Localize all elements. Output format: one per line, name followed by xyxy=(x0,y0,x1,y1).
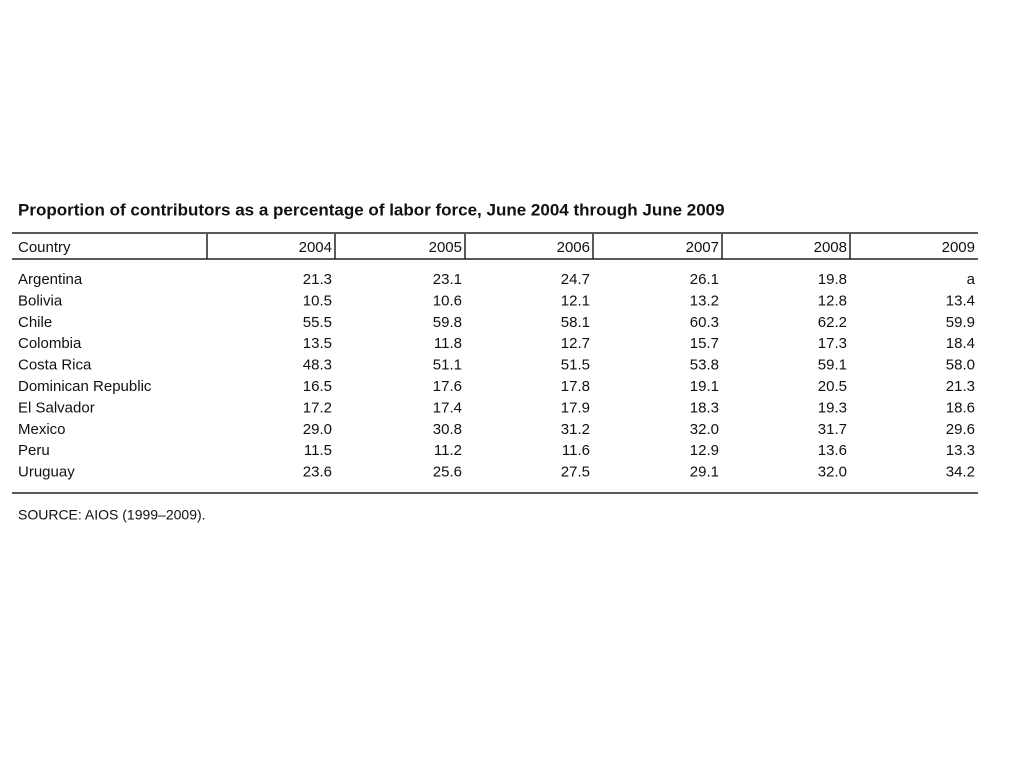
cell: 12.9 xyxy=(690,442,719,459)
cell: 16.5 xyxy=(303,378,332,395)
cell: 11.5 xyxy=(304,442,332,459)
table-title: Proportion of contributors as a percenta… xyxy=(18,200,725,219)
cell: 19.1 xyxy=(690,378,719,395)
cell: 13.2 xyxy=(690,292,719,309)
cell: 26.1 xyxy=(690,271,719,288)
cell: 21.3 xyxy=(946,378,975,395)
column-header: Country xyxy=(18,239,71,256)
row-label: Mexico xyxy=(18,421,66,438)
cell: 10.6 xyxy=(433,292,462,309)
cell: 13.4 xyxy=(946,292,975,309)
cell: 24.7 xyxy=(561,271,590,288)
cell: 17.6 xyxy=(433,378,462,395)
cell: 12.7 xyxy=(561,335,590,352)
cell: 30.8 xyxy=(433,421,462,438)
cell: 59.8 xyxy=(433,314,462,331)
row-label: Uruguay xyxy=(18,464,75,481)
cell: 17.4 xyxy=(433,399,462,416)
cell: 62.2 xyxy=(818,314,847,331)
row-label: Dominican Republic xyxy=(18,378,152,395)
column-header: 2007 xyxy=(686,239,719,256)
cell: 48.3 xyxy=(303,357,332,374)
cell: 29.1 xyxy=(690,464,719,481)
cell: 23.1 xyxy=(433,271,462,288)
cell: 12.8 xyxy=(818,292,847,309)
cell: 12.1 xyxy=(561,292,590,309)
cell: 19.3 xyxy=(818,399,847,416)
cell: 23.6 xyxy=(303,464,332,481)
cell: 53.8 xyxy=(690,357,719,374)
cell: 10.5 xyxy=(303,292,332,309)
cell: 17.8 xyxy=(561,378,590,395)
cell: 18.3 xyxy=(690,399,719,416)
cell: 58.0 xyxy=(946,357,975,374)
cell: 60.3 xyxy=(690,314,719,331)
row-label: Peru xyxy=(18,442,50,459)
column-header: 2005 xyxy=(429,239,462,256)
cell: 32.0 xyxy=(818,464,847,481)
cell: 18.4 xyxy=(946,335,975,352)
cell: 51.5 xyxy=(561,357,590,374)
cell: 27.5 xyxy=(561,464,590,481)
row-label: Chile xyxy=(18,314,52,331)
source-note: SOURCE: AIOS (1999–2009). xyxy=(18,507,206,523)
cell: 31.2 xyxy=(561,421,590,438)
row-label: Costa Rica xyxy=(18,357,92,374)
row-label: Argentina xyxy=(18,271,83,288)
row-label: El Salvador xyxy=(18,399,95,416)
cell: 17.3 xyxy=(818,335,847,352)
cell: 11.6 xyxy=(562,442,590,459)
cell: 17.9 xyxy=(561,399,590,416)
cell: a xyxy=(967,271,976,288)
cell: 59.9 xyxy=(946,314,975,331)
cell: 17.2 xyxy=(303,399,332,416)
cell: 13.5 xyxy=(303,335,332,352)
cell: 58.1 xyxy=(561,314,590,331)
row-label: Bolivia xyxy=(18,292,63,309)
cell: 29.0 xyxy=(303,421,332,438)
cell: 51.1 xyxy=(433,357,462,374)
row-label: Colombia xyxy=(18,335,82,352)
column-header: 2009 xyxy=(942,239,975,256)
cell: 13.6 xyxy=(818,442,847,459)
cell: 25.6 xyxy=(433,464,462,481)
cell: 55.5 xyxy=(303,314,332,331)
cell: 13.3 xyxy=(946,442,975,459)
cell: 19.8 xyxy=(818,271,847,288)
cell: 11.8 xyxy=(434,335,462,352)
column-header: 2006 xyxy=(557,239,590,256)
cell: 31.7 xyxy=(818,421,847,438)
cell: 15.7 xyxy=(690,335,719,352)
cell: 29.6 xyxy=(946,421,975,438)
cell: 34.2 xyxy=(946,464,975,481)
column-header: 2004 xyxy=(299,239,332,256)
cell: 11.2 xyxy=(434,442,462,459)
cell: 21.3 xyxy=(303,271,332,288)
column-header: 2008 xyxy=(814,239,847,256)
cell: 18.6 xyxy=(946,399,975,416)
cell: 20.5 xyxy=(818,378,847,395)
cell: 59.1 xyxy=(818,357,847,374)
cell: 32.0 xyxy=(690,421,719,438)
